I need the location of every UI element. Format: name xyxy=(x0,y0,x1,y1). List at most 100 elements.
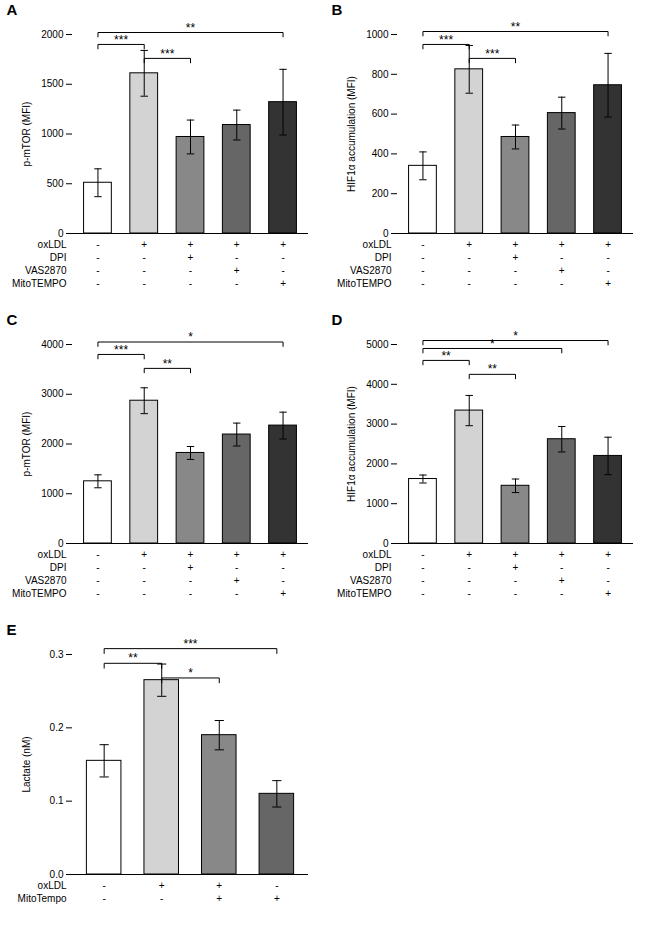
svg-text:-: - xyxy=(96,549,99,560)
svg-text:-: - xyxy=(143,265,146,276)
svg-text:p-mTOR (MFI): p-mTOR (MFI) xyxy=(21,412,32,477)
svg-text:-: - xyxy=(560,562,563,573)
svg-text:***: *** xyxy=(160,47,174,61)
svg-text:-: - xyxy=(421,575,424,586)
svg-text:-: - xyxy=(189,588,192,599)
svg-text:+: + xyxy=(466,549,472,560)
svg-text:HIF1α accumulation (MFI): HIF1α accumulation (MFI) xyxy=(346,386,357,502)
svg-text:oxLDL: oxLDL xyxy=(363,239,392,250)
svg-text:-: - xyxy=(606,252,609,263)
svg-text:+: + xyxy=(274,893,280,904)
svg-text:***: *** xyxy=(485,47,499,61)
svg-text:-: - xyxy=(102,893,105,904)
svg-text:-: - xyxy=(96,278,99,289)
svg-text:C: C xyxy=(7,311,18,328)
svg-text:0.2: 0.2 xyxy=(50,722,64,733)
svg-text:VAS2870: VAS2870 xyxy=(350,265,392,276)
svg-text:-: - xyxy=(189,575,192,586)
svg-text:+: + xyxy=(188,549,194,560)
svg-text:VAS2870: VAS2870 xyxy=(25,575,67,586)
svg-text:-: - xyxy=(281,252,284,263)
svg-text:**: ** xyxy=(163,357,173,371)
svg-text:-: - xyxy=(468,278,471,289)
svg-text:*: * xyxy=(490,337,495,351)
svg-text:oxLDL: oxLDL xyxy=(38,880,67,891)
svg-text:+: + xyxy=(513,239,519,250)
svg-text:-: - xyxy=(606,575,609,586)
svg-text:-: - xyxy=(468,588,471,599)
svg-text:0: 0 xyxy=(383,228,389,239)
svg-text:-: - xyxy=(468,575,471,586)
svg-text:MitoTEMPO: MitoTEMPO xyxy=(12,588,67,599)
svg-text:MitoTempo: MitoTempo xyxy=(18,893,67,904)
svg-text:+: + xyxy=(280,278,286,289)
svg-text:-: - xyxy=(606,265,609,276)
svg-text:+: + xyxy=(559,265,565,276)
svg-text:-: - xyxy=(514,265,517,276)
svg-text:-: - xyxy=(235,278,238,289)
svg-text:**: ** xyxy=(441,349,451,363)
svg-text:+: + xyxy=(188,252,194,263)
svg-text:D: D xyxy=(332,311,343,328)
svg-text:DPI: DPI xyxy=(50,562,67,573)
svg-text:Lactate (nM): Lactate (nM) xyxy=(21,736,32,792)
svg-text:-: - xyxy=(235,252,238,263)
svg-text:+: + xyxy=(466,239,472,250)
svg-text:-: - xyxy=(96,588,99,599)
svg-text:**: ** xyxy=(511,20,521,34)
svg-text:4000: 4000 xyxy=(366,379,389,390)
svg-text:+: + xyxy=(159,880,165,891)
svg-text:3000: 3000 xyxy=(41,388,64,399)
svg-text:4000: 4000 xyxy=(41,339,64,350)
svg-text:-: - xyxy=(275,880,278,891)
svg-text:+: + xyxy=(513,549,519,560)
svg-text:+: + xyxy=(280,549,286,560)
svg-text:-: - xyxy=(143,588,146,599)
svg-text:2000: 2000 xyxy=(41,29,64,40)
svg-text:-: - xyxy=(606,562,609,573)
svg-text:-: - xyxy=(96,252,99,263)
svg-text:0: 0 xyxy=(383,538,389,549)
svg-text:1000: 1000 xyxy=(41,488,64,499)
svg-text:1500: 1500 xyxy=(41,78,64,89)
svg-text:VAS2870: VAS2870 xyxy=(25,265,67,276)
svg-text:MitoTEMPO: MitoTEMPO xyxy=(337,278,392,289)
svg-text:-: - xyxy=(421,278,424,289)
svg-text:***: *** xyxy=(183,637,197,651)
svg-text:+: + xyxy=(216,880,222,891)
svg-text:+: + xyxy=(513,252,519,263)
svg-text:+: + xyxy=(280,588,286,599)
svg-text:+: + xyxy=(280,239,286,250)
svg-text:0.3: 0.3 xyxy=(50,649,64,660)
svg-text:500: 500 xyxy=(47,178,64,189)
svg-text:+: + xyxy=(141,549,147,560)
svg-text:-: - xyxy=(96,562,99,573)
svg-text:-: - xyxy=(189,278,192,289)
svg-text:E: E xyxy=(7,621,17,638)
svg-text:-: - xyxy=(143,575,146,586)
svg-text:+: + xyxy=(605,239,611,250)
svg-text:200: 200 xyxy=(372,188,389,199)
svg-text:-: - xyxy=(281,265,284,276)
svg-text:+: + xyxy=(605,549,611,560)
svg-text:+: + xyxy=(141,239,147,250)
svg-text:+: + xyxy=(559,239,565,250)
svg-text:-: - xyxy=(514,575,517,586)
svg-text:0: 0 xyxy=(58,538,64,549)
svg-text:-: - xyxy=(421,252,424,263)
svg-text:-: - xyxy=(96,265,99,276)
svg-text:*: * xyxy=(513,329,518,343)
svg-text:600: 600 xyxy=(372,108,389,119)
svg-text:-: - xyxy=(102,880,105,891)
svg-text:-: - xyxy=(468,252,471,263)
svg-text:oxLDL: oxLDL xyxy=(38,239,67,250)
svg-text:2000: 2000 xyxy=(366,458,389,469)
svg-text:***: *** xyxy=(114,343,128,357)
svg-text:-: - xyxy=(468,265,471,276)
svg-text:-: - xyxy=(281,575,284,586)
svg-text:***: *** xyxy=(439,33,453,47)
svg-text:+: + xyxy=(234,549,240,560)
svg-text:**: ** xyxy=(128,651,138,665)
svg-text:**: ** xyxy=(488,362,498,376)
svg-text:5000: 5000 xyxy=(366,339,389,350)
